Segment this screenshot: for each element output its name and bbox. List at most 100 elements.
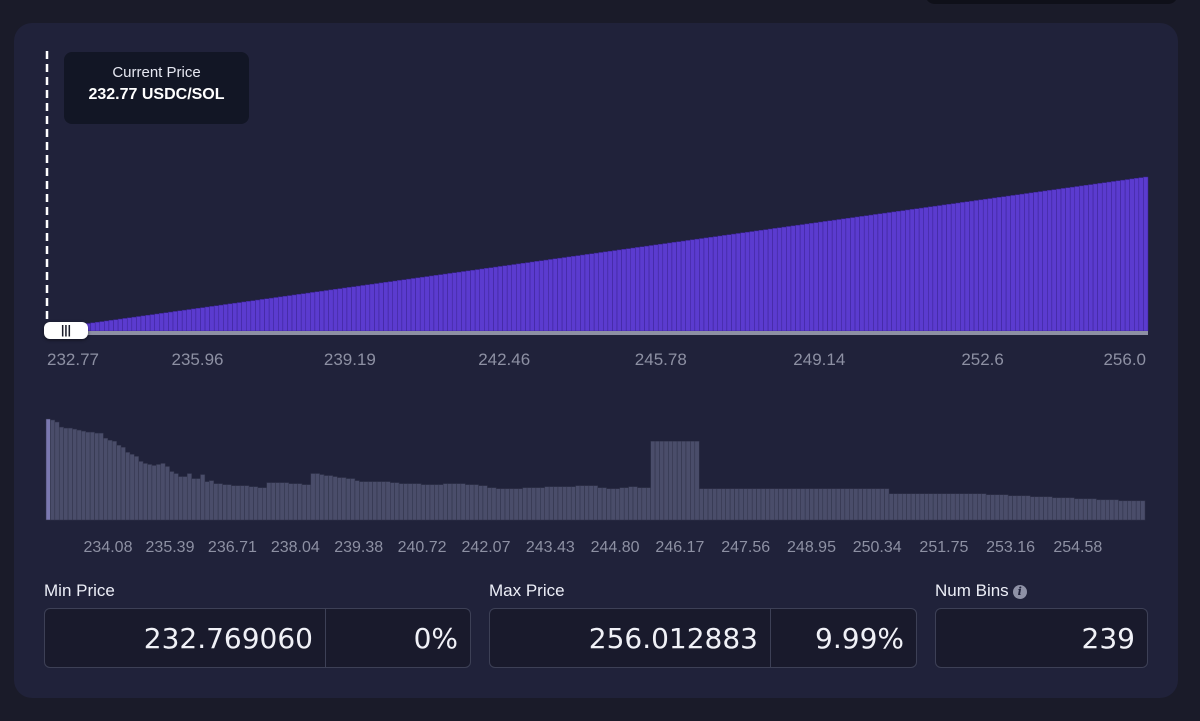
liquidity-bar	[749, 231, 755, 332]
histogram-bar	[902, 493, 907, 521]
liquidity-bar	[891, 211, 897, 332]
liquidity-bar	[136, 316, 142, 332]
histogram-bar	[879, 488, 885, 521]
histogram-tick-label: 236.71	[208, 539, 257, 556]
liquidity-bar	[1069, 186, 1076, 332]
liquidity-bar	[1024, 193, 1030, 332]
liquidity-bar	[223, 304, 229, 332]
histogram-bar	[535, 487, 541, 521]
histogram-bar	[156, 464, 161, 521]
histogram-tick-label: 238.04	[271, 539, 320, 556]
histogram-bar	[310, 473, 316, 521]
histogram-bar	[707, 488, 713, 521]
liquidity-bar	[181, 309, 187, 332]
liquidity-bar	[909, 209, 915, 332]
histogram-bar	[1069, 497, 1075, 521]
liquidity-bar	[621, 249, 627, 332]
histogram-bar	[729, 488, 735, 521]
histogram-bar	[1052, 497, 1057, 521]
histogram-bar	[297, 483, 303, 521]
liquidity-bar	[1092, 183, 1098, 332]
histogram-bar	[690, 440, 696, 521]
histogram-bar	[1021, 495, 1027, 521]
histogram-bar	[601, 487, 607, 521]
liquidity-bar	[603, 251, 609, 332]
histogram-bar	[314, 473, 320, 521]
liquidity-bar	[690, 239, 696, 332]
liquidity-bar	[534, 261, 540, 332]
price-axis-tick-label: 252.6	[961, 350, 1004, 369]
liquidity-bar	[758, 230, 764, 332]
min-price-field[interactable]: 232.769060 0%	[44, 608, 471, 668]
liquidity-bar	[580, 254, 586, 332]
histogram-bar	[712, 488, 718, 521]
max-price-field[interactable]: 256.012883 9.99%	[489, 608, 917, 668]
liquidity-bar	[168, 311, 174, 332]
histogram-bar	[372, 481, 378, 521]
histogram-bar	[593, 485, 598, 521]
histogram-bar	[963, 493, 969, 521]
histogram-bar	[98, 432, 104, 521]
liquidity-bar	[722, 235, 728, 332]
liquidity-bar	[1083, 184, 1089, 332]
liquidity-bar	[104, 320, 110, 332]
liquidity-bar	[506, 264, 512, 332]
liquidity-bar	[296, 294, 302, 332]
liquidity-bar	[438, 274, 444, 332]
min-price-slider-handle[interactable]: |||	[44, 322, 88, 339]
histogram-bar	[751, 488, 757, 521]
liquidity-bar	[218, 304, 224, 332]
liquidity-bar	[516, 263, 522, 332]
liquidity-bar	[447, 273, 453, 332]
liquidity-bar	[502, 265, 508, 332]
liquidity-bar	[410, 278, 416, 332]
histogram-bar	[438, 484, 444, 521]
histogram-tick-label: 254.58	[1053, 539, 1102, 556]
liquidity-bar	[740, 232, 746, 332]
liquidity-bar	[369, 283, 375, 332]
liquidity-bar	[841, 218, 847, 332]
liquidity-bar	[429, 275, 435, 332]
liquidity-bar	[1115, 180, 1121, 332]
histogram-bar	[977, 493, 982, 521]
liquidity-distribution-chart: 232.77 235.96 239.19 242.46 245.78 249.14 252.…	[45, 51, 1149, 369]
liquidity-bar	[328, 289, 334, 332]
histogram-bar	[721, 488, 726, 521]
max-price-percent[interactable]: 9.99%	[770, 609, 916, 667]
histogram-bar	[910, 493, 916, 521]
liquidity-bar	[928, 206, 934, 332]
liquidity-bar	[653, 244, 659, 332]
liquidity-bar	[99, 321, 105, 332]
histogram-bar	[182, 476, 188, 521]
histogram-bar	[120, 447, 126, 521]
num-bins-field[interactable]: 239	[935, 608, 1148, 668]
liquidity-bar	[589, 253, 595, 332]
histogram-bar	[756, 488, 762, 521]
liquidity-bar	[383, 282, 389, 332]
histogram-bar	[782, 488, 788, 521]
histogram-bar	[663, 440, 669, 521]
histogram-bar	[275, 482, 281, 521]
liquidity-bar	[94, 321, 101, 332]
num-bins-input[interactable]: 239	[1081, 621, 1135, 655]
liquidity-bar	[1101, 182, 1108, 332]
histogram-bar	[447, 483, 453, 521]
histogram-bar	[465, 484, 470, 521]
liquidity-bar	[598, 252, 604, 332]
histogram-bar	[738, 488, 744, 521]
histogram-bar	[509, 488, 515, 521]
histogram-tick-label: 240.72	[398, 539, 447, 556]
liquidity-bar	[479, 268, 485, 332]
histogram-bar	[173, 473, 179, 521]
liquidity-bar	[877, 213, 883, 332]
histogram-bar	[637, 487, 643, 521]
current-price-label: Current Price	[112, 64, 201, 81]
max-price-input[interactable]: 256.012883	[588, 621, 758, 655]
min-price-input[interactable]: 232.769060	[143, 621, 313, 655]
liquidity-bar	[616, 249, 622, 332]
liquidity-bar	[662, 243, 668, 332]
min-price-percent[interactable]: 0%	[325, 609, 470, 667]
liquidity-bar	[873, 214, 879, 332]
histogram-bar	[266, 482, 272, 521]
info-icon[interactable]: i	[1012, 585, 1027, 599]
